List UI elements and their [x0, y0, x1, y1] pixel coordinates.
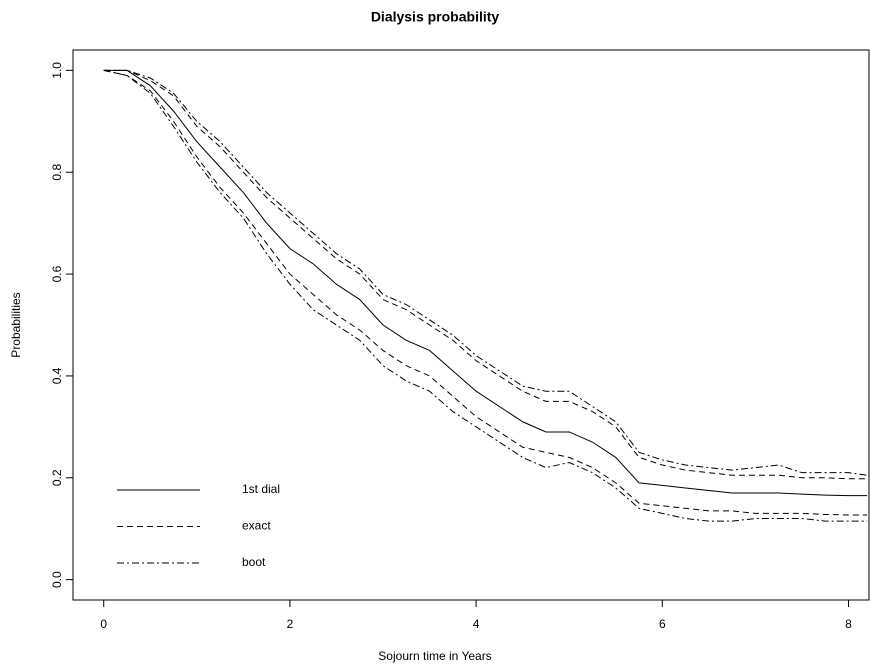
- legend-label: 1st dial: [242, 482, 280, 496]
- series-line: [103, 69, 868, 522]
- x-tick-label: 6: [659, 617, 666, 631]
- x-tick-label: 0: [100, 617, 107, 631]
- legend-label: boot: [242, 555, 266, 569]
- chart-title: Dialysis probability: [371, 9, 500, 25]
- series-line: [103, 69, 868, 476]
- x-tick-label: 2: [287, 617, 294, 631]
- series-line: [103, 69, 868, 480]
- y-axis-label: Probabilities: [9, 292, 23, 357]
- series-line: [103, 69, 868, 497]
- x-tick-label: 4: [473, 617, 480, 631]
- y-tick-label: 0.0: [50, 571, 64, 588]
- series-line: [103, 69, 868, 516]
- y-tick-label: 0.8: [50, 164, 64, 181]
- y-tick-label: 1.0: [50, 62, 64, 79]
- y-tick-label: 0.4: [50, 367, 64, 384]
- y-tick-label: 0.2: [50, 469, 64, 486]
- plot-box: [72, 49, 870, 601]
- x-tick-label: 8: [845, 617, 852, 631]
- x-axis-label: Sojourn time in Years: [378, 649, 491, 663]
- y-tick-label: 0.6: [50, 265, 64, 282]
- legend-label: exact: [242, 519, 271, 533]
